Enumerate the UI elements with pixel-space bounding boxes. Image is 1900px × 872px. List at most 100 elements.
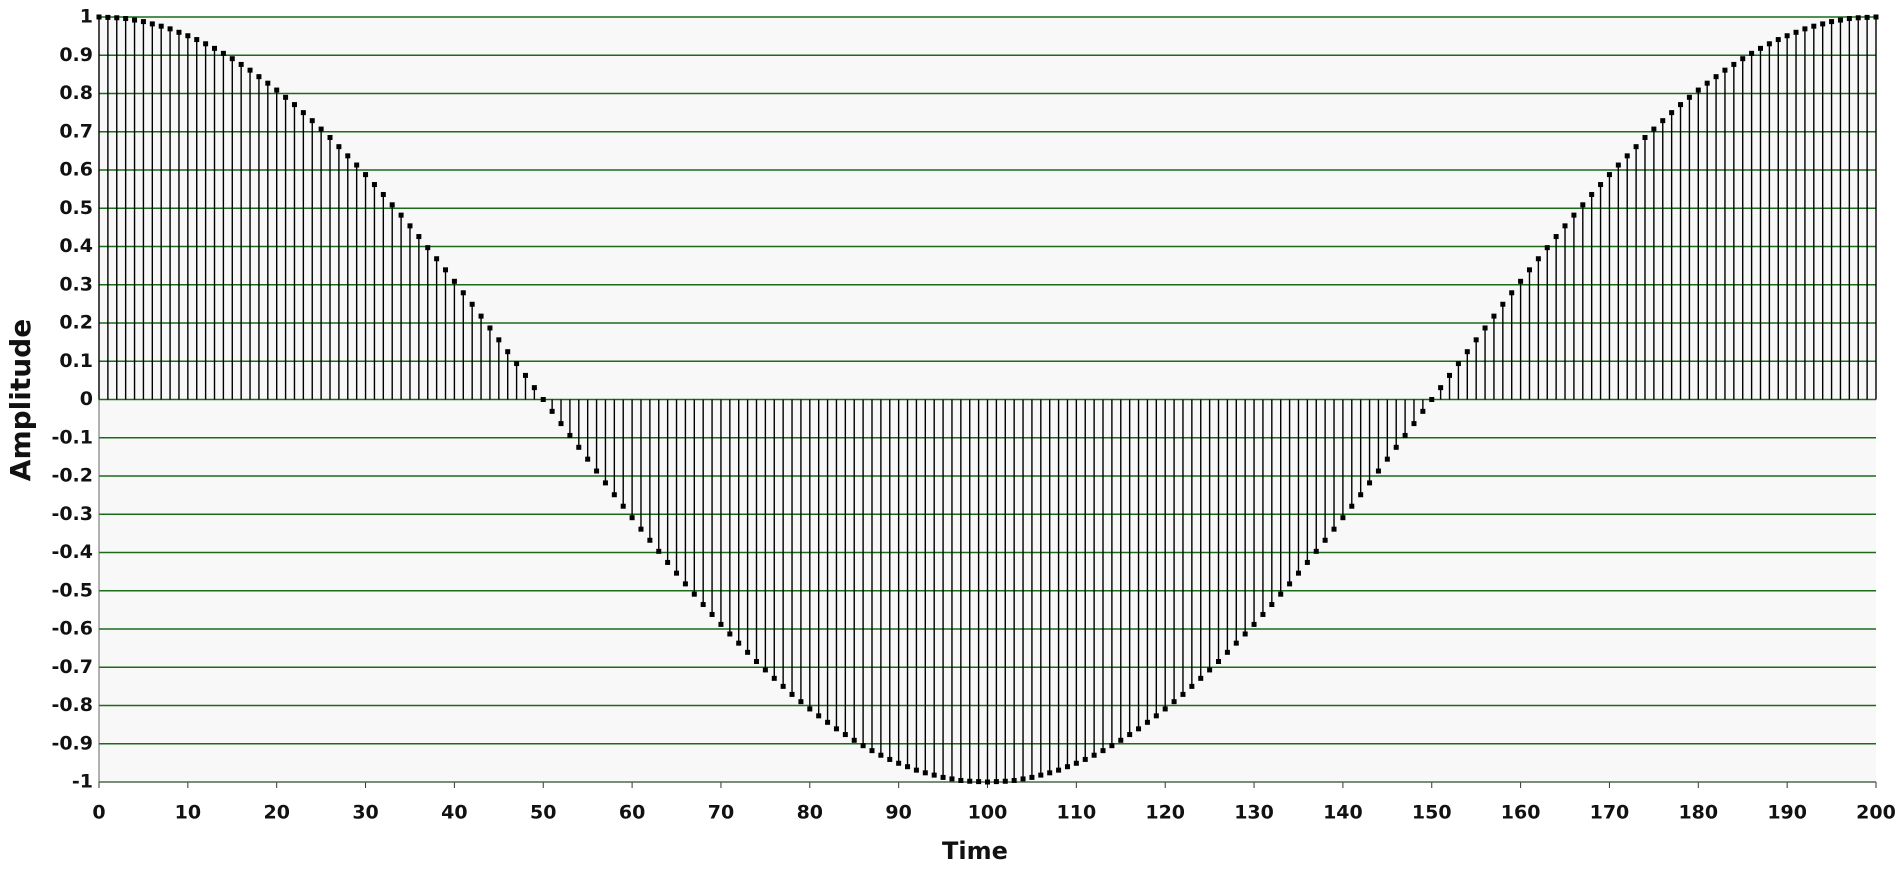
- y-tick-label: 0.9: [59, 44, 93, 66]
- stem-marker: [842, 732, 848, 738]
- stem-marker: [451, 278, 457, 284]
- stem-marker: [1233, 640, 1239, 646]
- stem-marker: [647, 537, 653, 543]
- stem-marker: [798, 699, 804, 705]
- stem-marker: [1260, 611, 1266, 617]
- stem-marker: [1731, 61, 1737, 67]
- stem-marker: [1544, 245, 1550, 251]
- stem-marker: [345, 153, 351, 159]
- stem-marker: [1180, 691, 1186, 697]
- stem-marker: [1784, 33, 1790, 39]
- stem-marker: [256, 74, 262, 80]
- stem-marker: [1518, 278, 1524, 284]
- stem-marker: [522, 372, 528, 378]
- stem-marker: [212, 45, 218, 51]
- stem-marker: [602, 480, 608, 486]
- y-tick-label: 1: [80, 6, 93, 28]
- stem-marker: [1189, 683, 1195, 689]
- stem-marker: [1269, 602, 1275, 608]
- stem-marker: [247, 67, 253, 73]
- x-tick-label: 140: [1323, 802, 1363, 824]
- y-tick-label: 0.1: [59, 350, 93, 372]
- stem-marker: [1837, 17, 1843, 23]
- y-tick-label: -0.4: [51, 541, 93, 563]
- stem-marker: [1207, 667, 1213, 673]
- stem-marker: [380, 191, 386, 197]
- stem-marker: [1047, 770, 1053, 776]
- stem-marker: [114, 15, 120, 21]
- stem-marker: [1482, 325, 1488, 331]
- stem-marker: [771, 675, 777, 681]
- stem-marker: [620, 503, 626, 509]
- stem-marker: [1793, 29, 1799, 35]
- stem-marker: [1073, 760, 1079, 766]
- stem-marker: [371, 182, 377, 188]
- y-tick-label: 0.7: [59, 120, 93, 142]
- stem-marker: [167, 26, 173, 32]
- stem-marker: [1038, 772, 1044, 778]
- stem-marker: [1757, 45, 1763, 51]
- stem-marker: [1144, 719, 1150, 725]
- y-tick-label: 0.4: [59, 235, 93, 257]
- x-tick-label: 60: [619, 802, 645, 824]
- stem-marker: [1340, 515, 1346, 521]
- stem-marker: [558, 421, 564, 427]
- x-tick-label: 160: [1501, 802, 1541, 824]
- stem-marker: [1313, 548, 1319, 554]
- stem-marker: [1589, 191, 1595, 197]
- y-tick-label: 0.5: [59, 197, 93, 219]
- stem-marker: [816, 713, 822, 719]
- x-tick-label: 100: [968, 802, 1008, 824]
- stem-marker: [1864, 14, 1870, 20]
- y-tick-label: 0.2: [59, 312, 93, 334]
- stem-marker: [745, 649, 751, 655]
- stem-marker: [896, 760, 902, 766]
- stem-marker: [887, 756, 893, 762]
- stem-marker: [922, 770, 928, 776]
- stem-marker: [478, 313, 484, 319]
- stem-marker: [354, 162, 360, 168]
- stem-marker: [762, 667, 768, 673]
- stem-marker: [878, 752, 884, 758]
- stem-marker: [691, 591, 697, 597]
- stem-marker: [985, 779, 990, 785]
- stem-marker: [398, 212, 404, 218]
- stem-marker: [1473, 337, 1479, 343]
- stem-marker: [629, 515, 635, 521]
- stem-marker: [1811, 23, 1817, 29]
- y-axis-label: Amplitude: [4, 319, 37, 481]
- stem-marker: [753, 659, 759, 665]
- stem-marker: [238, 61, 244, 67]
- stem-marker: [363, 172, 369, 178]
- x-tick-label: 70: [708, 802, 734, 824]
- stem-marker: [1438, 385, 1444, 391]
- stem-marker: [1429, 397, 1435, 402]
- stem-marker: [1606, 172, 1612, 178]
- stem-marker: [576, 444, 582, 450]
- stem-marker: [1820, 21, 1826, 27]
- stem-marker: [300, 110, 306, 116]
- stem-marker: [389, 202, 395, 208]
- stem-marker: [291, 102, 297, 108]
- stem-marker: [736, 640, 742, 646]
- y-tick-label: -0.8: [51, 694, 93, 716]
- stem-marker: [505, 349, 511, 355]
- y-tick-label: -0.7: [51, 656, 93, 678]
- stem-marker: [1029, 774, 1035, 780]
- stem-marker: [487, 325, 493, 331]
- stem-marker: [140, 19, 146, 25]
- stem-marker: [1713, 74, 1719, 80]
- stem-marker: [1420, 408, 1426, 414]
- stem-marker: [1509, 290, 1515, 296]
- stem-marker: [967, 778, 973, 784]
- stem-marker: [496, 337, 502, 343]
- stem-marker: [1455, 361, 1461, 367]
- y-tick-label: -1: [72, 771, 93, 793]
- stem-marker: [1651, 126, 1657, 132]
- stem-marker: [1216, 659, 1222, 665]
- stem-marker: [1402, 432, 1408, 438]
- stem-marker: [833, 726, 839, 732]
- stem-marker: [1242, 631, 1248, 637]
- stem-marker: [158, 23, 164, 29]
- stem-marker: [1162, 706, 1168, 712]
